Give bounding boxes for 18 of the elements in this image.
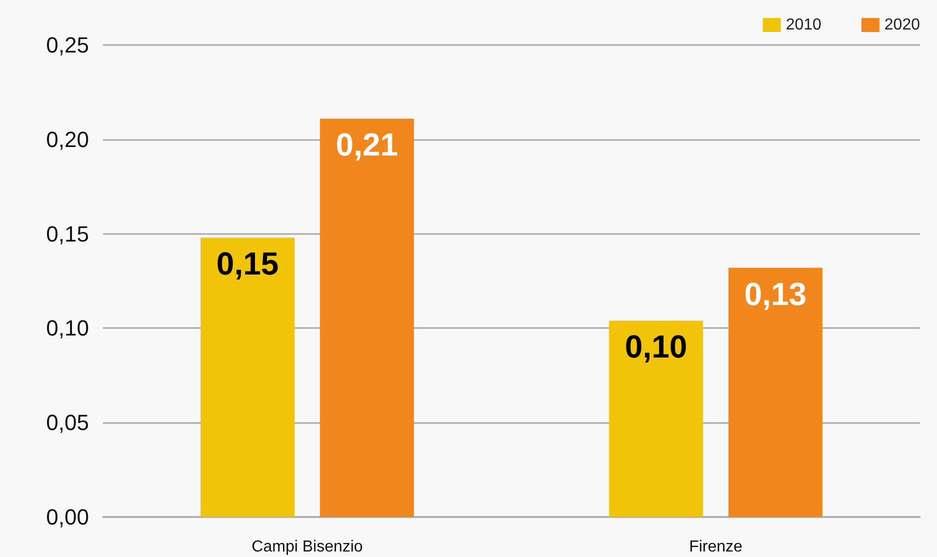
y-tick-label: 0,05 [46,410,89,436]
y-tick-label: 0,20 [46,126,89,152]
bar [609,320,704,517]
y-tick-label: 0,10 [46,316,89,341]
x-tick-label: Campi Bisenzio [252,538,363,556]
legend-label: 2010 [786,16,822,34]
x-tick-label: Firenze [689,538,743,556]
bar [320,118,414,517]
data-label: 0,21 [336,126,398,163]
data-label: 0,10 [624,328,688,365]
data-label: 0,13 [744,276,807,312]
bar [200,238,295,517]
data-label: 0,15 [216,246,279,282]
legend-label: 2020 [884,16,920,34]
y-tick-label: 0,15 [46,221,89,246]
y-tick-label: 0,00 [46,504,89,530]
y-tick-label: 0,25 [46,32,89,58]
bar [728,268,822,517]
